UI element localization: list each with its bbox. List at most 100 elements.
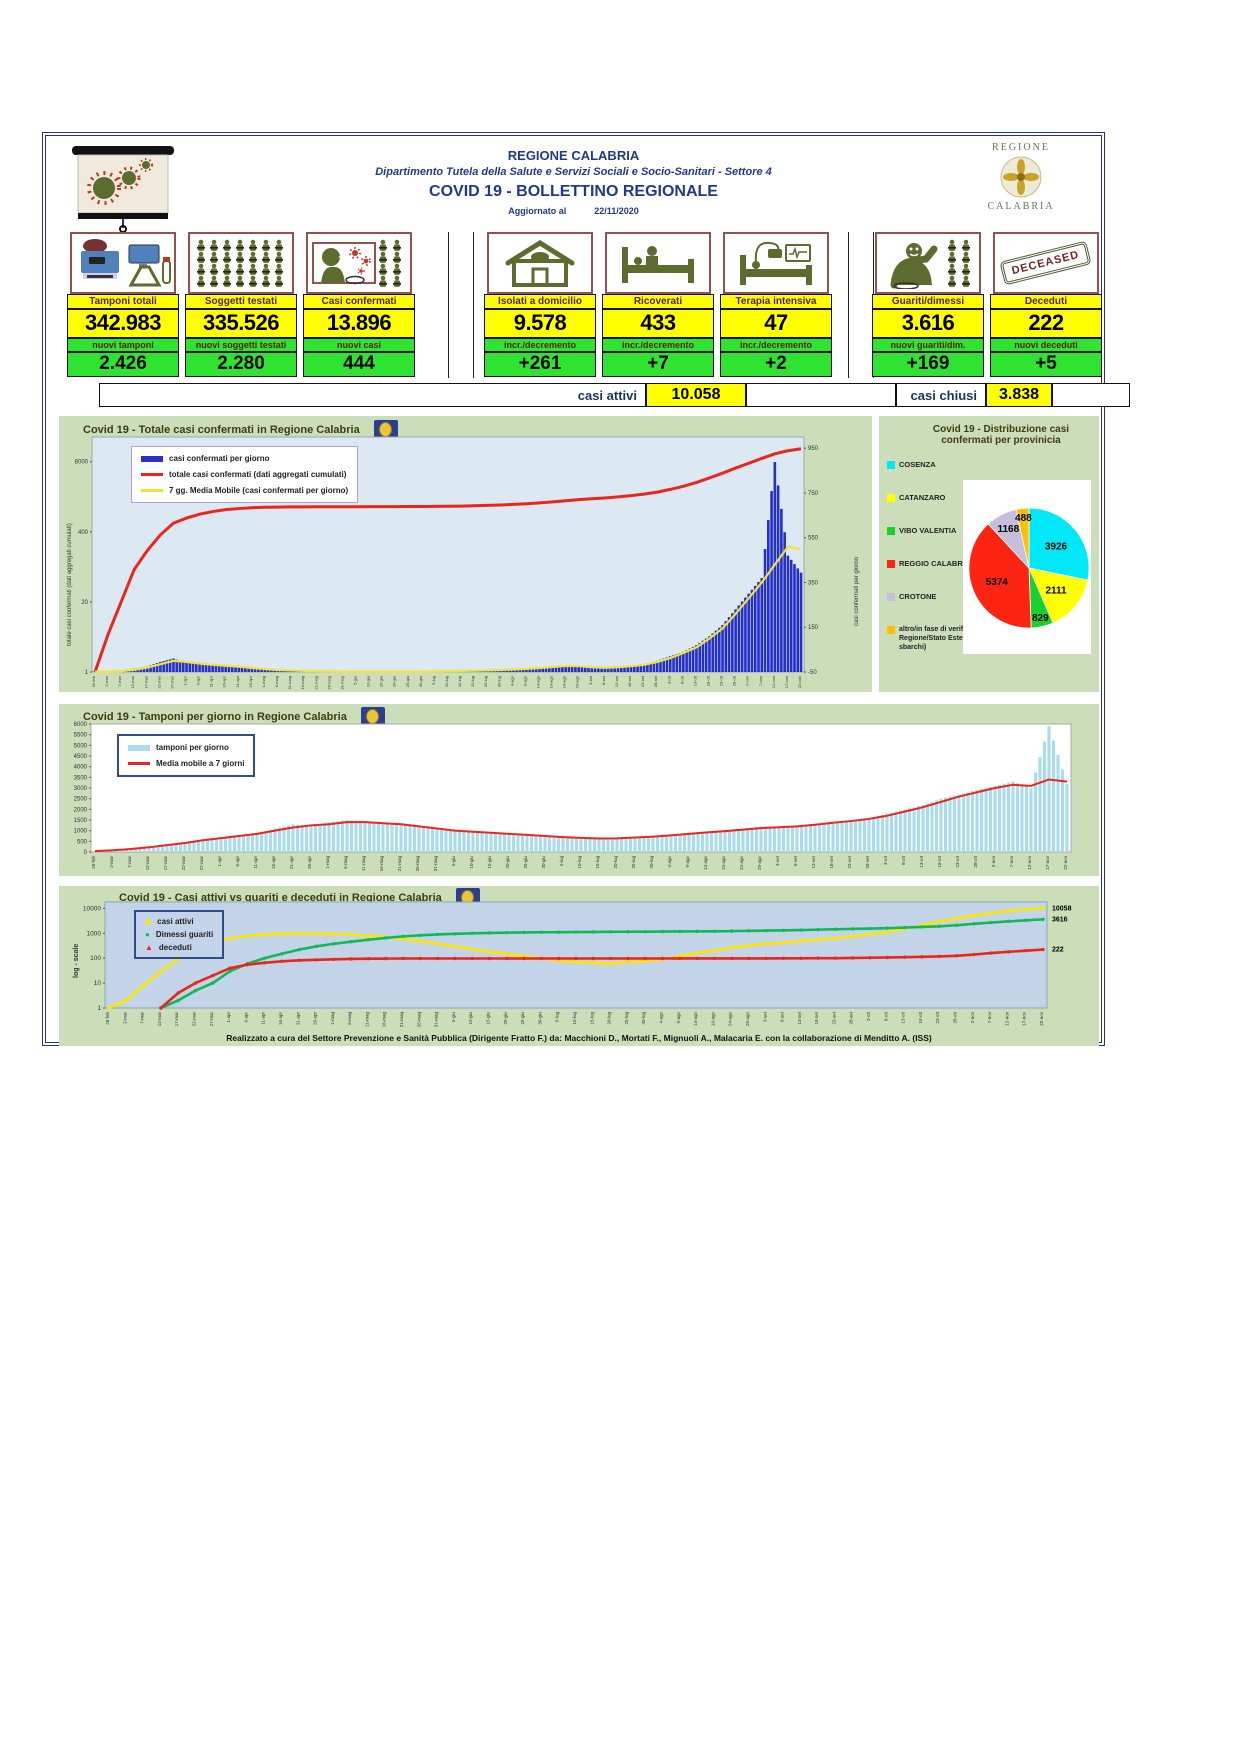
svg-text:6-apr: 6-apr xyxy=(196,675,201,685)
svg-text:10-giu: 10-giu xyxy=(468,1012,473,1025)
spacer-cell xyxy=(746,383,896,407)
svg-text:3000: 3000 xyxy=(74,786,88,792)
svg-text:3-set: 3-set xyxy=(775,855,780,866)
svg-text:23-ott: 23-ott xyxy=(935,1011,940,1023)
svg-text:16-apr: 16-apr xyxy=(271,856,276,870)
chart3-title: Covid 19 - Casi attivi vs guariti e dece… xyxy=(119,891,442,904)
stat-sublabel: nuovi guariti/dim. xyxy=(872,338,984,352)
stat-subvalue: +169 xyxy=(872,352,984,377)
svg-text:11-mag: 11-mag xyxy=(364,1012,369,1027)
icu-bed-icon xyxy=(723,232,829,294)
stat-subvalue: 2.426 xyxy=(67,352,179,377)
svg-text:22-nov: 22-nov xyxy=(797,676,802,688)
svg-text:25-giu: 25-giu xyxy=(520,1012,525,1025)
stat-label: Terapia intensiva xyxy=(720,294,832,309)
legend-item: ● Dimessi guariti xyxy=(145,929,214,939)
svg-text:22-mar: 22-mar xyxy=(156,675,161,688)
svg-text:28-ott: 28-ott xyxy=(953,1011,958,1023)
svg-text:9-ago: 9-ago xyxy=(676,1012,681,1024)
svg-text:23-ott: 23-ott xyxy=(955,855,960,867)
svg-text:4500: 4500 xyxy=(74,754,88,760)
svg-text:23-set: 23-set xyxy=(831,1011,836,1024)
svg-text:25-giu: 25-giu xyxy=(523,856,528,869)
svg-text:25-lug: 25-lug xyxy=(624,1012,629,1025)
region-logo: REGIONE CALABRIA xyxy=(981,142,1061,212)
chart1-left-axis-label: totale casi confermati (dati aggregati c… xyxy=(67,523,73,646)
svg-text:5-giu: 5-giu xyxy=(352,676,357,685)
stat-card-ricoverati: Ricoverati 433 incr./decremento +7 xyxy=(602,232,714,377)
chart1-title: Covid 19 - Totale casi confermati in Reg… xyxy=(83,423,360,436)
stat-label: Ricoverati xyxy=(602,294,714,309)
stat-value: 222 xyxy=(990,309,1102,338)
svg-text:222: 222 xyxy=(1052,947,1064,954)
svg-text:11-mag: 11-mag xyxy=(287,676,292,689)
svg-text:6-mag: 6-mag xyxy=(347,1012,352,1025)
regione-chip-icon xyxy=(360,707,385,726)
svg-text:4-ago: 4-ago xyxy=(658,1012,663,1024)
svg-text:8000: 8000 xyxy=(75,460,89,466)
svg-text:18-ott: 18-ott xyxy=(937,855,942,867)
chart1-right-axis-label: casi confermati per giorno xyxy=(854,556,860,626)
svg-text:28-set: 28-set xyxy=(849,1011,854,1024)
svg-text:21-mag: 21-mag xyxy=(399,1012,404,1028)
svg-text:150: 150 xyxy=(808,625,819,631)
svg-text:28-set: 28-set xyxy=(653,675,658,687)
svg-text:30-lug: 30-lug xyxy=(496,676,501,687)
svg-text:2000: 2000 xyxy=(74,807,88,813)
logo-word-bottom: CALABRIA xyxy=(987,201,1055,212)
svg-text:11-apr: 11-apr xyxy=(261,1012,266,1025)
svg-text:14-ago: 14-ago xyxy=(703,856,708,871)
svg-text:20-lug: 20-lug xyxy=(613,856,618,869)
stat-subvalue: +2 xyxy=(720,352,832,377)
credits-footer: Realizzato a cura del Settore Prevenzion… xyxy=(226,1033,932,1043)
svg-text:13-set: 13-set xyxy=(797,1011,802,1024)
cards-divider xyxy=(848,232,874,378)
svg-text:29-ago: 29-ago xyxy=(757,856,762,871)
svg-text:1-apr: 1-apr xyxy=(183,675,188,685)
svg-text:500: 500 xyxy=(77,839,88,845)
svg-text:30-giu: 30-giu xyxy=(418,676,423,687)
chart1-plot: 1 20 400 8000 -50 150 350 550 750 950 26-feb 2-mar 7… xyxy=(75,436,819,690)
svg-text:30-giu: 30-giu xyxy=(541,856,546,869)
svg-text:21-apr: 21-apr xyxy=(235,675,240,687)
svg-text:5-giu: 5-giu xyxy=(451,856,456,867)
stat-label: Casi confermati xyxy=(303,294,415,309)
svg-text:1500: 1500 xyxy=(74,818,88,824)
stat-card-isolati-domicilio: Isolati a domicilio 9.578 incr./decremen… xyxy=(484,232,596,377)
chart2-title: Covid 19 - Tamponi per giorno in Regione… xyxy=(83,710,347,723)
svg-text:3-ott: 3-ott xyxy=(883,855,888,865)
svg-text:16-mag: 16-mag xyxy=(300,676,305,690)
svg-text:21-apr: 21-apr xyxy=(289,856,294,870)
svg-text:8-set: 8-set xyxy=(601,675,606,685)
pie-distribution-panel: Covid 19 - Distribuzione casi confermati… xyxy=(879,416,1099,692)
legend-item: tamponi per giorno xyxy=(128,743,244,752)
svg-text:6-mag: 6-mag xyxy=(274,676,279,687)
svg-text:13-set: 13-set xyxy=(614,675,619,687)
svg-text:350: 350 xyxy=(808,580,819,586)
svg-text:25-giu: 25-giu xyxy=(405,676,410,687)
stat-label: Tamponi totali xyxy=(67,294,179,309)
legend-item: COSENZA xyxy=(887,460,995,469)
legend-item: Media mobile a 7 giorni xyxy=(128,759,244,768)
svg-text:14-ago: 14-ago xyxy=(536,675,541,688)
svg-text:5000: 5000 xyxy=(74,743,88,749)
stat-subvalue: +5 xyxy=(990,352,1102,377)
svg-text:16-mag: 16-mag xyxy=(379,856,384,872)
stat-card-guariti-dimessi: Guariti/dimessi 3.616 nuovi guariti/dim.… xyxy=(872,232,984,377)
svg-text:12-mar: 12-mar xyxy=(157,1012,162,1027)
stat-card-soggetti-testati: Soggetti testati 335.526 nuovi soggetti … xyxy=(185,232,297,377)
svg-text:9-ago: 9-ago xyxy=(685,856,690,868)
active-cases-label: casi attivi xyxy=(99,383,646,407)
svg-text:13-set: 13-set xyxy=(811,855,816,868)
svg-text:6-apr: 6-apr xyxy=(235,856,240,867)
stat-sublabel: nuovi deceduti xyxy=(990,338,1102,352)
svg-text:7-mar: 7-mar xyxy=(140,1012,145,1024)
svg-text:9-ago: 9-ago xyxy=(522,675,527,686)
svg-text:7-mar: 7-mar xyxy=(117,675,122,686)
svg-text:19-ago: 19-ago xyxy=(721,856,726,871)
svg-text:1168: 1168 xyxy=(997,524,1019,535)
chart3-plot: 1 10 100 1000 10000 10058 3616 222 26-feb 2-mar 7-… xyxy=(83,901,1072,1028)
logo-word-top: REGIONE xyxy=(992,142,1050,153)
svg-text:1: 1 xyxy=(97,1005,101,1012)
svg-text:3616: 3616 xyxy=(1052,916,1068,923)
